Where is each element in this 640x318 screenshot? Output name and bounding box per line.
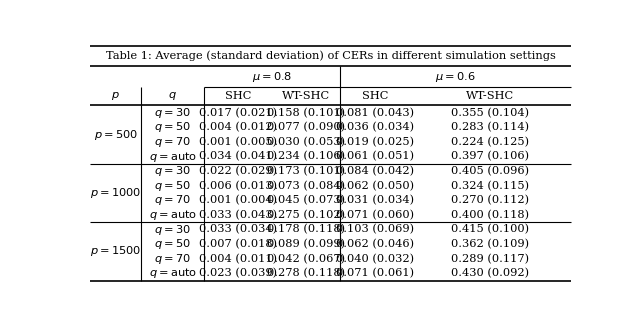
- Text: 0.103 (0.069): 0.103 (0.069): [336, 225, 414, 235]
- Text: 0.004 (0.012): 0.004 (0.012): [199, 122, 277, 133]
- Text: 0.355 (0.104): 0.355 (0.104): [451, 107, 529, 118]
- Text: 0.007 (0.018): 0.007 (0.018): [199, 239, 277, 249]
- Text: $q = 70$: $q = 70$: [154, 193, 191, 207]
- Text: 0.081 (0.043): 0.081 (0.043): [336, 107, 414, 118]
- Text: 0.278 (0.118): 0.278 (0.118): [267, 268, 345, 279]
- Text: 0.415 (0.100): 0.415 (0.100): [451, 225, 529, 235]
- Text: 0.289 (0.117): 0.289 (0.117): [451, 253, 529, 264]
- Text: $p = 1000$: $p = 1000$: [90, 186, 141, 200]
- Text: 0.089 (0.099): 0.089 (0.099): [267, 239, 345, 249]
- Text: 0.178 (0.118): 0.178 (0.118): [267, 225, 345, 235]
- Text: $q = 30$: $q = 30$: [154, 164, 191, 178]
- Text: 0.397 (0.106): 0.397 (0.106): [451, 151, 529, 162]
- Text: 0.071 (0.061): 0.071 (0.061): [336, 268, 414, 279]
- Text: 0.071 (0.060): 0.071 (0.060): [336, 210, 414, 220]
- Text: 0.224 (0.125): 0.224 (0.125): [451, 137, 529, 147]
- Text: 0.001 (0.004): 0.001 (0.004): [199, 195, 277, 205]
- Text: $q = \mathrm{auto}$: $q = \mathrm{auto}$: [148, 266, 196, 280]
- Text: 0.023 (0.039): 0.023 (0.039): [199, 268, 277, 279]
- Text: 0.062 (0.046): 0.062 (0.046): [336, 239, 414, 249]
- Text: 0.234 (0.106): 0.234 (0.106): [267, 151, 345, 162]
- Text: SHC: SHC: [225, 91, 251, 101]
- Text: 0.033 (0.034): 0.033 (0.034): [199, 225, 277, 235]
- Text: 0.283 (0.114): 0.283 (0.114): [451, 122, 529, 133]
- Text: $q = 70$: $q = 70$: [154, 135, 191, 149]
- Text: 0.173 (0.101): 0.173 (0.101): [267, 166, 345, 176]
- Text: $p = 500$: $p = 500$: [93, 128, 138, 142]
- Text: 0.270 (0.112): 0.270 (0.112): [451, 195, 529, 205]
- Text: 0.324 (0.115): 0.324 (0.115): [451, 181, 529, 191]
- Text: 0.042 (0.067): 0.042 (0.067): [267, 253, 345, 264]
- Text: 0.362 (0.109): 0.362 (0.109): [451, 239, 529, 249]
- Text: $q = 50$: $q = 50$: [154, 179, 191, 193]
- Text: 0.430 (0.092): 0.430 (0.092): [451, 268, 529, 279]
- Text: 0.033 (0.043): 0.033 (0.043): [199, 210, 277, 220]
- Text: 0.040 (0.032): 0.040 (0.032): [336, 253, 414, 264]
- Text: 0.001 (0.005): 0.001 (0.005): [199, 137, 277, 147]
- Text: 0.034 (0.041): 0.034 (0.041): [199, 151, 277, 162]
- Text: 0.077 (0.090): 0.077 (0.090): [267, 122, 345, 133]
- Text: 0.275 (0.102): 0.275 (0.102): [267, 210, 345, 220]
- Text: 0.084 (0.042): 0.084 (0.042): [336, 166, 414, 176]
- Text: 0.030 (0.053): 0.030 (0.053): [267, 137, 345, 147]
- Text: 0.062 (0.050): 0.062 (0.050): [336, 181, 414, 191]
- Text: 0.022 (0.029): 0.022 (0.029): [199, 166, 277, 176]
- Text: $p = 1500$: $p = 1500$: [90, 245, 141, 259]
- Text: $q = 30$: $q = 30$: [154, 106, 191, 120]
- Text: 0.073 (0.084): 0.073 (0.084): [267, 181, 345, 191]
- Text: $\mu = 0.6$: $\mu = 0.6$: [435, 70, 476, 84]
- Text: $q = \mathrm{auto}$: $q = \mathrm{auto}$: [148, 208, 196, 222]
- Text: $q = 50$: $q = 50$: [154, 237, 191, 251]
- Text: $p$: $p$: [111, 90, 120, 102]
- Text: $q = 70$: $q = 70$: [154, 252, 191, 266]
- Text: $q = 50$: $q = 50$: [154, 121, 191, 135]
- Text: $q$: $q$: [168, 90, 177, 102]
- Text: 0.158 (0.101): 0.158 (0.101): [267, 107, 345, 118]
- Text: $q = 30$: $q = 30$: [154, 223, 191, 237]
- Text: Table 1: Average (standard deviation) of CERs in different simulation settings: Table 1: Average (standard deviation) of…: [106, 51, 556, 61]
- Text: 0.017 (0.021): 0.017 (0.021): [199, 107, 277, 118]
- Text: 0.405 (0.096): 0.405 (0.096): [451, 166, 529, 176]
- Text: 0.400 (0.118): 0.400 (0.118): [451, 210, 529, 220]
- Text: 0.006 (0.013): 0.006 (0.013): [199, 181, 277, 191]
- Text: 0.045 (0.073): 0.045 (0.073): [267, 195, 345, 205]
- Text: 0.061 (0.051): 0.061 (0.051): [336, 151, 414, 162]
- Text: $q = \mathrm{auto}$: $q = \mathrm{auto}$: [148, 149, 196, 163]
- Text: 0.031 (0.034): 0.031 (0.034): [336, 195, 414, 205]
- Text: WT-SHC: WT-SHC: [282, 91, 330, 101]
- Text: SHC: SHC: [362, 91, 388, 101]
- Text: $\mu = 0.8$: $\mu = 0.8$: [252, 70, 292, 84]
- Text: 0.019 (0.025): 0.019 (0.025): [336, 137, 414, 147]
- Text: 0.036 (0.034): 0.036 (0.034): [336, 122, 414, 133]
- Text: WT-SHC: WT-SHC: [467, 91, 515, 101]
- Text: 0.004 (0.011): 0.004 (0.011): [199, 253, 277, 264]
